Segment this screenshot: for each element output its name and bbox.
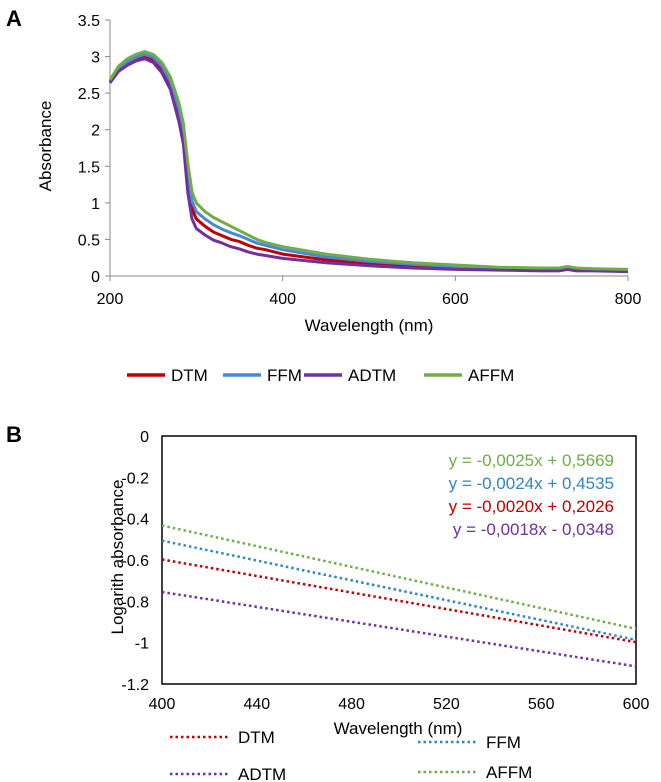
chart-b-y-axis-label: Logarith absorbance xyxy=(108,479,127,634)
legend-b-label-adtm: ADTM xyxy=(238,765,286,782)
chart-a-y-tick-label: 3 xyxy=(91,50,100,67)
chart-b-x-tick-label: 560 xyxy=(528,696,555,713)
chart-b-x-tick-label: 440 xyxy=(243,696,270,713)
chart-b-y-tick-label: -0.2 xyxy=(121,470,149,487)
chart-a-y-tick-label: 2.5 xyxy=(78,86,100,103)
chart-a-series-line-affm xyxy=(108,50,629,271)
legend-a-label-ffm: FFM xyxy=(267,366,302,385)
legend-a-label-adtm: ADTM xyxy=(348,366,396,385)
chart-a-y-tick-label: 1 xyxy=(91,196,100,213)
chart-b-x-tick-label: 480 xyxy=(338,696,365,713)
chart-b-x-tick-label: 400 xyxy=(149,696,176,713)
chart-b-trendline-dtm xyxy=(161,558,637,644)
chart-b-x-tick-label: 600 xyxy=(623,696,650,713)
legend-b-label-ffm: FFM xyxy=(486,733,521,752)
chart-b-x-tick-label: 520 xyxy=(433,696,460,713)
legend-a-label-dtm: DTM xyxy=(171,366,208,385)
chart-a-y-tick-label: 0.5 xyxy=(78,232,100,249)
chart-a-series-line-adtm xyxy=(108,57,629,274)
chart-b-y-tick-label: 0 xyxy=(140,429,149,446)
chart-b-equation-dtm: y = -0,0020x + 0,2026 xyxy=(449,497,614,516)
chart-a-x-tick-label: 800 xyxy=(615,291,642,308)
legend-b-label-affm: AFFM xyxy=(486,763,532,782)
chart-a-x-tick-label: 200 xyxy=(97,291,124,308)
panel-label-b: B xyxy=(6,422,22,447)
legend-a-label-affm: AFFM xyxy=(468,366,514,385)
chart-b-equation-adtm: y = -0,0018x - 0,0348 xyxy=(453,520,614,539)
legend-b-label-dtm: DTM xyxy=(238,728,275,747)
chart-a-x-tick-label: 600 xyxy=(442,291,469,308)
chart-b-equation-ffm: y = -0,0024x + 0,4535 xyxy=(449,474,614,493)
chart-b-trendline-affm xyxy=(161,524,637,631)
chart-b-y-tick-label: -1 xyxy=(135,636,149,653)
chart-a: 0 0.5 1 1.5 2 2.5 3 3.5 200 400 600 800 Wavelength… xyxy=(36,13,641,385)
chart-b-y-tick-label: -0.8 xyxy=(121,594,149,611)
chart-a-y-tick-label: 2 xyxy=(91,123,100,140)
chart-b-trendline-ffm xyxy=(161,539,637,642)
chart-b: 0 -0.2 -0.4 -0.6 -0.8 -1 -1.2 400 440 480 520 560 6… xyxy=(108,429,649,782)
chart-b-y-tick-label: -0.4 xyxy=(121,512,149,529)
chart-b-y-tick-label: -0.6 xyxy=(121,553,149,570)
chart-b-x-axis-label: Wavelength (nm) xyxy=(334,719,463,738)
chart-a-y-tick-label: 1.5 xyxy=(78,159,100,176)
chart-b-equation-affm: y = -0,0025x + 0,5669 xyxy=(449,451,614,470)
chart-a-x-tick-label: 400 xyxy=(269,291,296,308)
chart-a-x-axis-label: Wavelength (nm) xyxy=(305,316,434,335)
chart-a-y-tick-label: 0 xyxy=(91,269,100,286)
chart-a-y-tick-label: 3.5 xyxy=(78,13,100,30)
chart-b-y-tick-label: -1.2 xyxy=(121,677,149,694)
chart-a-y-axis-label: Absorbance xyxy=(36,101,55,192)
panel-label-a: A xyxy=(6,6,22,31)
